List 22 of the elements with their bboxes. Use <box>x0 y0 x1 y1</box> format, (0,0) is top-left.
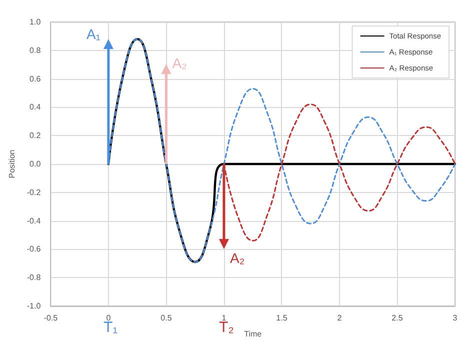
y-tick-label: -0.2 <box>26 188 42 197</box>
annotation: A₁ <box>86 26 101 42</box>
annotation: A₂ <box>172 55 187 71</box>
x-tick-label: 3 <box>452 314 458 322</box>
annotation: A₂ <box>230 250 245 266</box>
y-axis-title: Position <box>8 150 16 178</box>
y-tick-label: -0.6 <box>26 244 42 254</box>
y-tick-label: 0.0 <box>30 160 42 168</box>
x-tick-label: 0.5 <box>160 314 172 322</box>
y-tick-label: 0.4 <box>30 102 42 112</box>
y-tick-label: -0.4 <box>26 216 42 226</box>
y-tick-label: 1.0 <box>30 18 42 26</box>
y-tick-label: -0.8 <box>26 273 42 282</box>
y-tick-label: 0.6 <box>30 74 42 84</box>
y-tick-label: -1.0 <box>26 302 42 310</box>
y-tick-label: 0.8 <box>30 46 42 55</box>
x-tick-label: 1.5 <box>276 314 288 322</box>
x-tick-label: 2 <box>337 314 342 322</box>
x-axis-title: Time <box>244 330 262 338</box>
x-tick-label: 2.5 <box>392 314 404 322</box>
x-tick-label: -0.5 <box>44 314 58 322</box>
y-tick-label: 0.2 <box>30 131 42 140</box>
